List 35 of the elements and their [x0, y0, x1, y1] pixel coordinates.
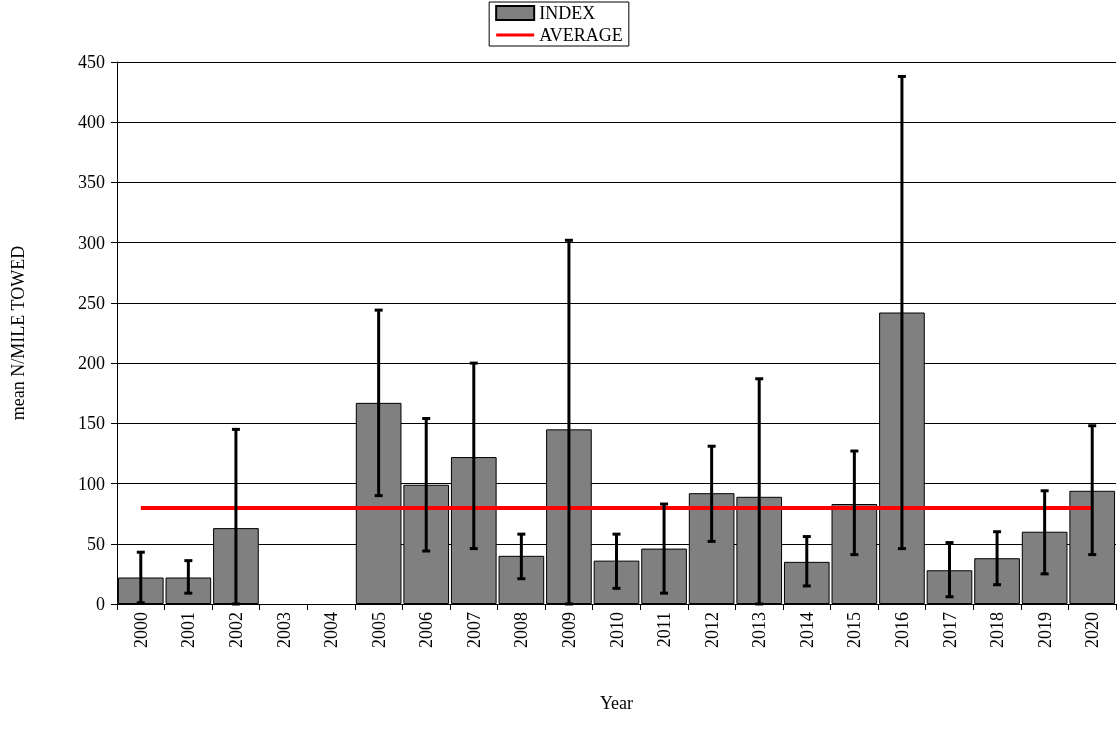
x-tick-label: 2020 [1082, 612, 1103, 648]
x-tick-label: 2018 [987, 612, 1008, 648]
y-axis-title: mean N/MILE TOWED [8, 245, 28, 421]
x-tick-label: 2014 [796, 612, 817, 648]
y-tick-label: 50 [87, 533, 105, 554]
y-tick-label: 100 [78, 473, 105, 494]
x-tick-label: 2019 [1034, 612, 1055, 648]
x-tick-label: 2004 [321, 612, 342, 648]
x-tick-label: 2013 [749, 612, 770, 648]
x-tick-label: 2002 [225, 612, 246, 648]
y-tick-label: 300 [78, 232, 105, 253]
x-tick-label: 2000 [130, 612, 151, 648]
x-tick-label: 2017 [939, 612, 960, 648]
x-tick-label: 2016 [891, 612, 912, 648]
y-tick-label: 350 [78, 172, 105, 193]
x-tick-label: 2003 [273, 612, 294, 648]
y-tick-label: 250 [78, 292, 105, 313]
legend-label: INDEX [539, 3, 596, 23]
legend-label: AVERAGE [539, 25, 623, 45]
x-tick-label: 2001 [178, 612, 199, 648]
x-tick-label: 2007 [463, 612, 484, 648]
y-tick-label: 450 [78, 52, 105, 72]
x-axis-title: Year [599, 693, 634, 713]
x-tick-label: 2012 [701, 612, 722, 648]
x-tick-label: 2008 [511, 612, 532, 648]
x-tick-label: 2005 [368, 612, 389, 648]
x-tick-label: 2009 [558, 612, 579, 648]
x-tick-label: 2010 [606, 612, 627, 648]
x-tick-label: 2006 [416, 612, 437, 648]
x-tick-label: 2011 [654, 612, 675, 648]
y-tick-label: 200 [78, 353, 105, 374]
x-tick-label: 2015 [844, 612, 865, 648]
y-tick-label: 400 [78, 112, 105, 133]
y-tick-label: 150 [78, 413, 105, 434]
y-tick-label: 0 [96, 594, 105, 614]
